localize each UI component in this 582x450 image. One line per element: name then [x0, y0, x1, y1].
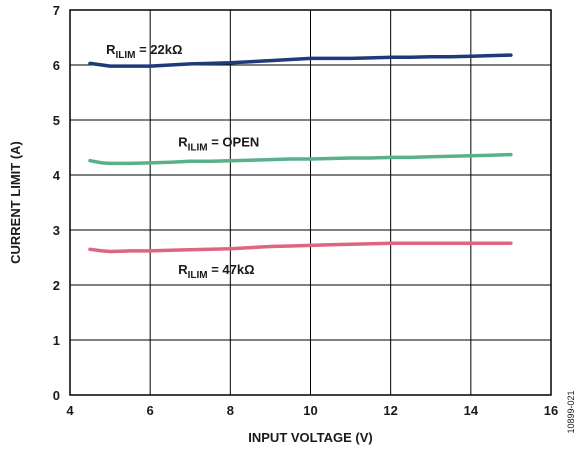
x-tick-label-10: 10	[303, 403, 317, 418]
series-line-2	[88, 241, 513, 254]
x-tick-label-6: 6	[147, 403, 154, 418]
y-tick-label-3: 3	[53, 223, 60, 238]
figure-id: 10899-021	[566, 390, 576, 433]
y-tick-label-0: 0	[53, 388, 60, 403]
x-tick-label-14: 14	[464, 403, 479, 418]
x-tick-label-8: 8	[227, 403, 234, 418]
y-tick-label-2: 2	[53, 278, 60, 293]
plot-frame	[69, 9, 552, 396]
plot-border	[69, 9, 552, 396]
y-tick-label-6: 6	[53, 58, 60, 73]
series-line-0	[88, 53, 513, 68]
series-lines	[88, 53, 513, 254]
series-line-1	[88, 152, 513, 166]
series-labels: RILIM = 22kΩ RILIM = OPEN RILIM = 47kΩ	[106, 42, 259, 281]
y-tick-label-1: 1	[53, 333, 60, 348]
y-tick-label-7: 7	[53, 3, 60, 18]
x-tick-label-16: 16	[544, 403, 558, 418]
y-tick-label-4: 4	[53, 168, 61, 183]
series-label-2: RILIM = 47kΩ	[178, 262, 254, 281]
series-label-0: RILIM = 22kΩ	[106, 42, 182, 61]
y-tick-label-5: 5	[53, 113, 60, 128]
x-axis-title: INPUT VOLTAGE (V)	[248, 430, 372, 445]
x-tick-label-4: 4	[66, 403, 74, 418]
y-axis-title: CURRENT LIMIT (A)	[8, 141, 23, 264]
x-tick-label-12: 12	[383, 403, 397, 418]
series-label-1: RILIM = OPEN	[178, 134, 259, 153]
